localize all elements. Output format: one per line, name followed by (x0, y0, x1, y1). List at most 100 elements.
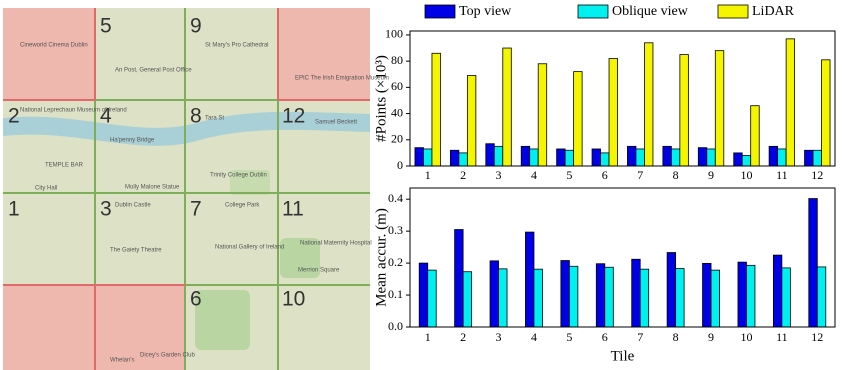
x-tick-label: 10 (740, 168, 752, 182)
tile-number: 6 (190, 288, 202, 311)
place-label: EPIC The Irish Emigration Museum (295, 76, 389, 82)
bar (746, 264, 756, 328)
tile-number: 7 (190, 198, 202, 221)
legend-label: Oblique view (612, 4, 689, 19)
bar (449, 149, 460, 167)
x-tick-label: 2 (460, 330, 466, 344)
y-tick-label: 0 (397, 158, 403, 172)
x-tick-label: 10 (740, 330, 752, 344)
x-tick-label: 3 (496, 330, 502, 344)
tile-border (3, 8, 370, 370)
y-tick-label: 100 (385, 27, 403, 41)
place-label: National Maternity Hospital (300, 241, 372, 247)
legend-swatch (717, 4, 749, 19)
legend-label: LiDAR (752, 4, 795, 19)
bar (772, 254, 783, 328)
plot-frame (409, 187, 836, 328)
bar (639, 268, 650, 328)
place-label: Whelan's (110, 358, 135, 364)
x-axis-label: Tile (611, 348, 635, 364)
y-axis-label: #Points (×10³) (373, 55, 389, 142)
place-label: The Gaiety Theatre (110, 248, 162, 254)
bar (502, 47, 512, 167)
place-label: National Leprechaun Museum of Ireland (20, 108, 127, 114)
place-label: National Gallery of Ireland (215, 245, 284, 251)
y-tick-label: 0.4 (388, 191, 403, 205)
bar (706, 148, 716, 167)
bar (600, 152, 610, 167)
place-label: College Park (225, 203, 260, 209)
bar (564, 149, 575, 167)
tile-highlight (3, 8, 95, 100)
bar (627, 145, 637, 167)
x-tick-label: 7 (637, 330, 643, 344)
bar (498, 268, 508, 328)
y-tick-label: 80 (391, 53, 403, 67)
y-tick-label: 20 (391, 132, 403, 146)
bar (702, 263, 712, 328)
place-label: Dublin Castle (115, 203, 151, 209)
bar (733, 152, 743, 167)
bar (591, 148, 601, 167)
place-label: Trinity College Dublin (210, 173, 267, 179)
tile-number: 5 (100, 15, 112, 38)
bar (635, 148, 645, 167)
y-tick-label: 0.2 (388, 255, 403, 269)
tile-number: 8 (190, 105, 202, 128)
bar (466, 75, 477, 167)
x-tick-label: 12 (811, 330, 823, 344)
x-tick-label: 1 (425, 330, 431, 344)
place-label: Dicey's Garden Club (140, 353, 195, 359)
bar (808, 198, 818, 328)
place-label: Merrion Square (298, 268, 340, 274)
bar (423, 148, 433, 167)
bar (462, 271, 473, 328)
bar (525, 231, 535, 328)
x-tick-label: 1 (425, 168, 431, 182)
bar (644, 42, 654, 167)
bar (431, 52, 441, 167)
y-axis-label: Mean accur. (m) (373, 208, 389, 307)
bar (418, 262, 429, 328)
park (230, 170, 270, 195)
y-tick-label: 0.0 (388, 319, 403, 333)
bar (714, 50, 725, 167)
x-tick-label: 11 (776, 330, 788, 344)
x-tick-label: 8 (673, 330, 679, 344)
bar (485, 143, 495, 167)
bar (666, 252, 677, 328)
tile-number: 4 (100, 105, 112, 128)
bar (670, 148, 681, 167)
x-tick-label: 5 (566, 168, 572, 182)
bar (533, 268, 543, 328)
bar (458, 152, 468, 167)
y-tick-label: 60 (391, 79, 403, 93)
place-label: An Post, General Post Office (115, 68, 192, 74)
legend-swatch (424, 4, 456, 19)
bar (710, 269, 720, 328)
bar (556, 148, 566, 167)
x-tick-label: 2 (460, 168, 466, 182)
y-tick-label: 40 (391, 105, 403, 119)
x-tick-label: 9 (708, 168, 714, 182)
y-tick-label: 0.3 (388, 223, 403, 237)
x-tick-label: 11 (776, 168, 788, 182)
legend-swatch (577, 4, 609, 19)
bar (595, 263, 606, 328)
x-tick-label: 5 (566, 330, 572, 344)
bar (631, 258, 641, 328)
x-tick-label: 6 (602, 330, 608, 344)
bar (675, 268, 685, 328)
tile-number: 9 (190, 15, 202, 38)
bar (608, 58, 618, 167)
bar (741, 155, 752, 167)
x-tick-label: 4 (531, 168, 537, 182)
y-tick-label: 0.1 (388, 287, 403, 301)
x-tick-label: 8 (673, 168, 679, 182)
place-label: Ha'penny Bridge (110, 138, 155, 144)
tile-number: 10 (282, 288, 305, 311)
bar (493, 145, 504, 167)
bar (454, 229, 464, 328)
place-label: City Hall (35, 186, 57, 192)
